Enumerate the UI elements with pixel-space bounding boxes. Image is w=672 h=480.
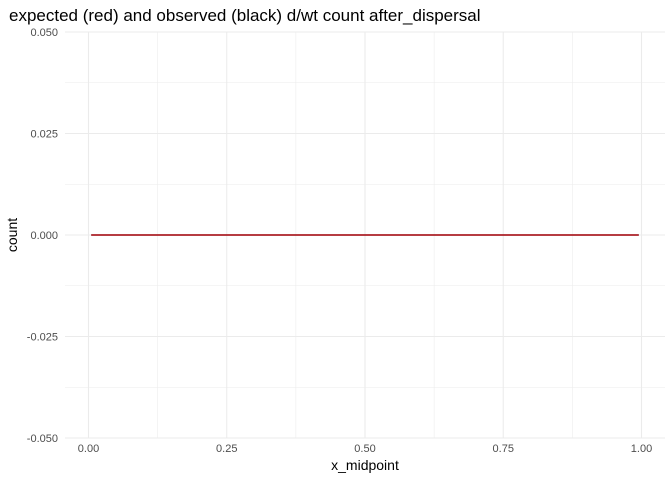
x-tick-label: 0.50 [354, 443, 375, 455]
x-tick-label: 0.00 [78, 443, 99, 455]
y-tick-label: -0.050 [27, 433, 58, 445]
x-tick-label: 1.00 [631, 443, 652, 455]
y-tick-label: 0.025 [30, 129, 58, 141]
y-tick-label: 0.000 [30, 230, 58, 242]
y-axis-title: count [4, 218, 20, 252]
y-tick-labels: -0.050 -0.025 0.000 0.025 0.050 [27, 27, 58, 445]
y-tick-label: -0.025 [27, 332, 58, 344]
chart-title: expected (red) and observed (black) d/wt… [9, 6, 481, 25]
x-tick-label: 0.75 [493, 443, 514, 455]
y-tick-label: 0.050 [30, 27, 58, 39]
grid [65, 31, 665, 439]
x-tick-label: 0.25 [216, 443, 237, 455]
x-axis-title: x_midpoint [331, 457, 399, 473]
x-tick-labels: 0.00 0.25 0.50 0.75 1.00 [78, 443, 652, 455]
